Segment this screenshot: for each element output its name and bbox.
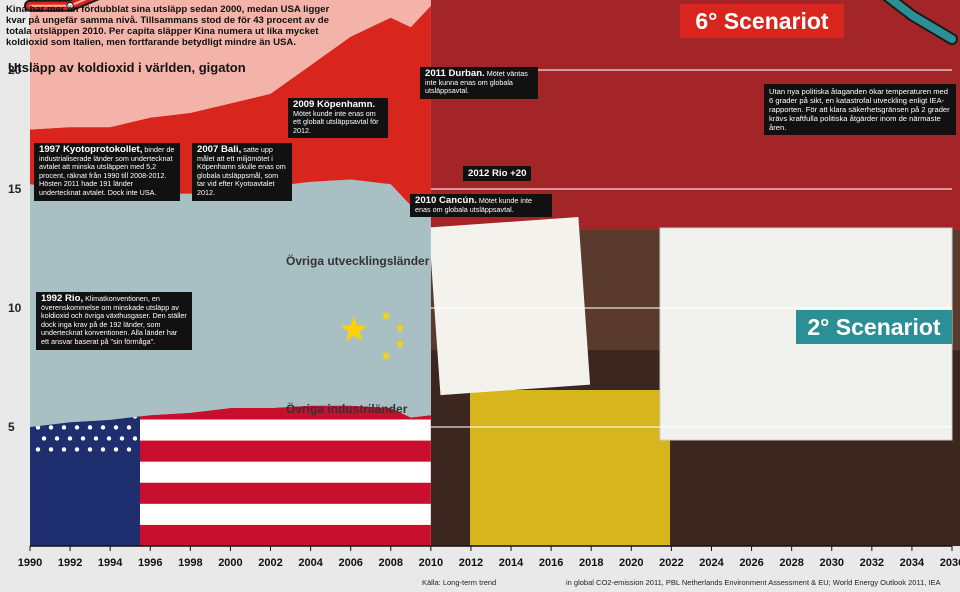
intro-text: Kina har mer än fördubblat sina utsläpp … <box>6 4 330 48</box>
y-tick-label: 15 <box>8 182 22 196</box>
x-tick-label: 1994 <box>98 557 123 569</box>
annotation-6deg-note: Utan nya politiska åtaganden ökar temper… <box>764 84 956 135</box>
x-tick-label: 2010 <box>419 557 443 569</box>
x-tick-label: 2024 <box>699 557 724 569</box>
china-flag-small-star <box>381 351 391 361</box>
usa-flag-pattern <box>30 405 431 546</box>
x-tick-label: 2022 <box>659 557 683 569</box>
china-flag-small-star <box>381 311 391 321</box>
x-tick-label: 2004 <box>298 557 323 569</box>
annotation-2009-copenhagen: 2009 Köpenhamn. Mötet kunde inte enas om… <box>288 98 388 139</box>
china-flag-small-star <box>395 339 405 349</box>
annotation-1992-rio: 1992 Rio, Klimatkonventionen, en överens… <box>36 292 192 350</box>
annotation-1997-kyoto: 1997 Kyotoprotokollet, binder de industr… <box>34 143 180 201</box>
x-tick-label: 2028 <box>779 557 803 569</box>
annotation-2007-bali: 2007 Bali, satte upp målet att ett miljö… <box>192 143 292 201</box>
left-protest-sign <box>428 217 591 396</box>
source-right: in global CO2-emission 2011, PBL Netherl… <box>566 578 941 587</box>
annotation-2010-cancun: 2010 Cancún. Mötet kunde inte enas om gl… <box>410 194 552 218</box>
x-tick-label: 2016 <box>539 557 563 569</box>
region-label-developing: Övriga utvecklingsländer <box>286 254 430 268</box>
x-tick-label: 1998 <box>178 557 202 569</box>
x-tick-label: 2030 <box>819 557 843 569</box>
x-tick-label: 2036 <box>940 557 960 569</box>
x-tick-label: 2020 <box>619 557 643 569</box>
x-tick-label: 1992 <box>58 557 82 569</box>
china-flag-small-star <box>395 323 405 333</box>
x-tick-label: 2002 <box>258 557 282 569</box>
y-tick-label: 5 <box>8 420 15 434</box>
x-tick-label: 2012 <box>459 557 483 569</box>
x-tick-label: 2000 <box>218 557 242 569</box>
region-label-industrial: Övriga industriländer <box>286 402 408 416</box>
x-tick-label: 2032 <box>860 557 884 569</box>
x-tick-label: 2018 <box>579 557 603 569</box>
x-tick-label: 2014 <box>499 557 524 569</box>
protest-sign-yellow <box>470 390 670 546</box>
x-tick-label: 1996 <box>138 557 162 569</box>
usa-flag-canton <box>30 405 140 546</box>
x-tick-label: 1990 <box>18 557 42 569</box>
y-tick-label: 20 <box>8 63 22 77</box>
scenario-2-label: 2° Scenariot <box>796 310 952 344</box>
x-tick-label: 2034 <box>900 557 925 569</box>
annotation-2012-rio20: 2012 Rio +20 <box>463 166 532 181</box>
china-flag-big-star <box>340 316 368 342</box>
x-tick-label: 2006 <box>338 557 362 569</box>
x-tick-label: 2026 <box>739 557 763 569</box>
area-övriga-industriländer <box>30 179 431 427</box>
x-tick-label: 2008 <box>379 557 403 569</box>
y-tick-label: 10 <box>8 301 22 315</box>
scenario-6-label: 6° Scenariot <box>680 4 844 38</box>
y-axis-title: Utsläpp av koldioxid i världen, gigaton <box>8 60 246 75</box>
event-marker <box>66 2 74 10</box>
annotation-2011-durban: 2011 Durban. Mötet väntas inte kunna ena… <box>420 67 538 99</box>
source-left: Källa: Long-term trend <box>422 578 497 587</box>
area-övriga-utvecklingsländer <box>30 0 431 130</box>
